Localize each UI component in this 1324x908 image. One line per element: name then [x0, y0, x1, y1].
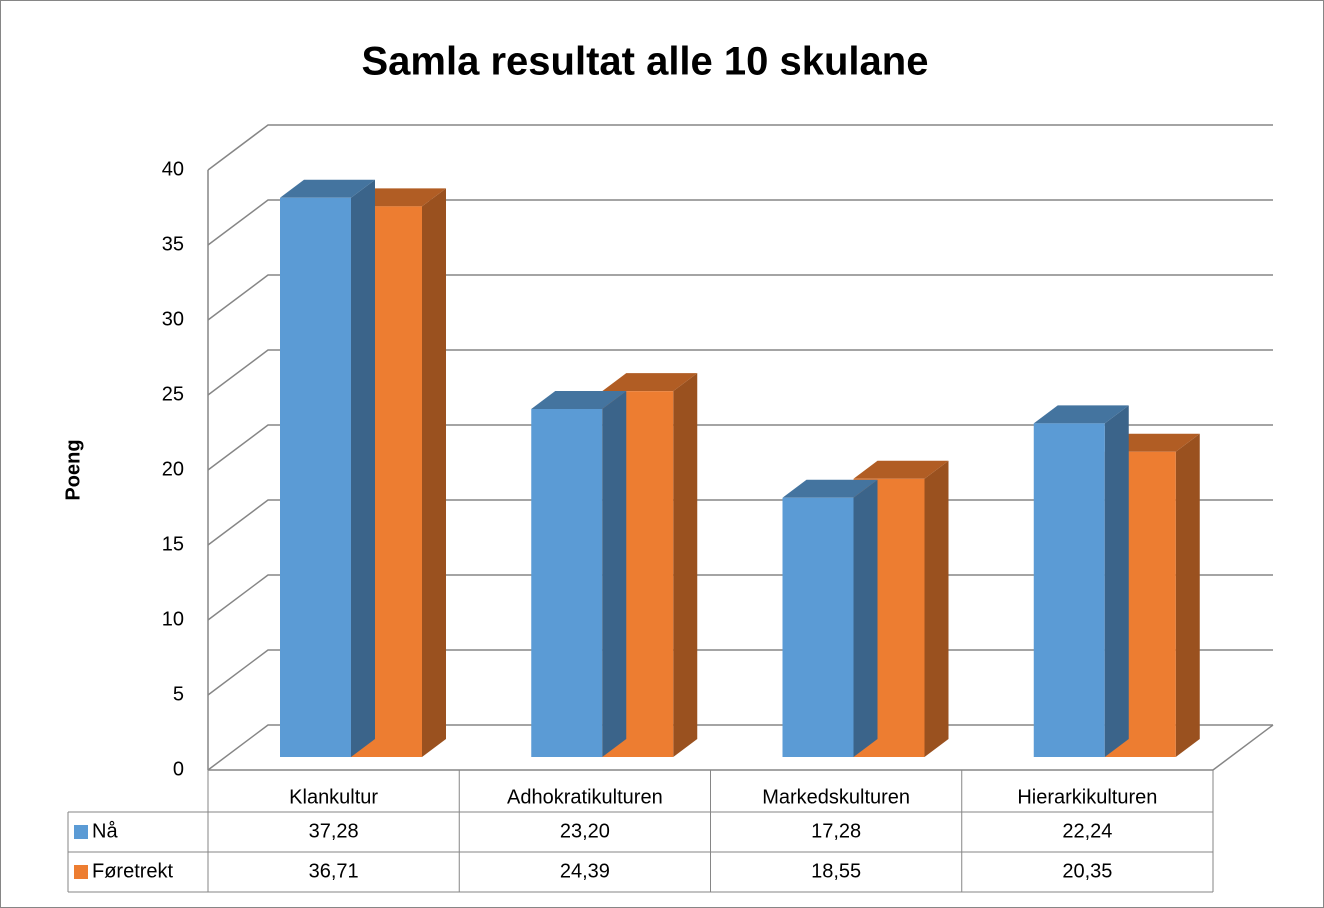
bar-side	[673, 373, 698, 757]
bar	[531, 409, 603, 757]
data-label: 36,71	[309, 860, 359, 882]
y-tick-label: 40	[162, 158, 184, 180]
bar	[782, 497, 854, 757]
bar-side	[422, 188, 446, 758]
bar	[1033, 423, 1105, 757]
y-tick-label: 0	[173, 758, 184, 780]
bar-side	[1104, 405, 1129, 757]
grid-line	[207, 424, 1273, 471]
bar-side	[924, 460, 949, 757]
bar-side	[602, 391, 627, 757]
bar-top	[602, 373, 698, 392]
y-axis-label: Poeng	[62, 439, 84, 500]
y-tick-label: 20	[162, 458, 184, 480]
y-tick-label: 35	[162, 233, 184, 255]
data-label: 18,55	[811, 860, 861, 882]
x-tick-label: Markedskulturen	[762, 786, 910, 808]
x-tick-label: Adhokratikulturen	[507, 786, 663, 808]
data-label: 23,20	[560, 820, 610, 842]
bar-side	[351, 179, 375, 758]
legend-label: Føretrekt	[92, 860, 174, 882]
x-tick-label: Hierarkikulturen	[1017, 786, 1157, 808]
bar-top	[531, 391, 627, 409]
y-tick-label: 10	[162, 608, 184, 630]
grid-line	[207, 274, 1273, 321]
chart-title: Samla resultat alle 10 skulane	[362, 40, 929, 84]
grid-line	[207, 124, 1273, 171]
bar-top	[280, 179, 375, 198]
legend-swatch	[74, 825, 88, 839]
bar-top	[1033, 405, 1129, 424]
data-label: 37,28	[309, 820, 359, 842]
bar-side	[853, 479, 878, 757]
y-tick-label: 5	[173, 683, 184, 705]
legend-swatch	[74, 865, 88, 879]
x-tick-label: Klankultur	[289, 786, 378, 808]
y-tick-label: 15	[162, 533, 184, 555]
bar-side	[1175, 433, 1200, 757]
y-tick-label: 25	[162, 383, 184, 405]
bar-top	[782, 479, 878, 498]
grid-line	[207, 349, 1273, 396]
data-label: 24,39	[560, 860, 610, 882]
legend-label: Nå	[92, 820, 118, 842]
data-label: 17,28	[811, 820, 861, 842]
data-label: 22,24	[1062, 820, 1112, 842]
data-label: 20,35	[1062, 860, 1112, 882]
y-tick-label: 30	[162, 308, 184, 330]
grid-line	[207, 199, 1273, 246]
bar	[280, 197, 351, 758]
bar-top	[853, 460, 949, 479]
